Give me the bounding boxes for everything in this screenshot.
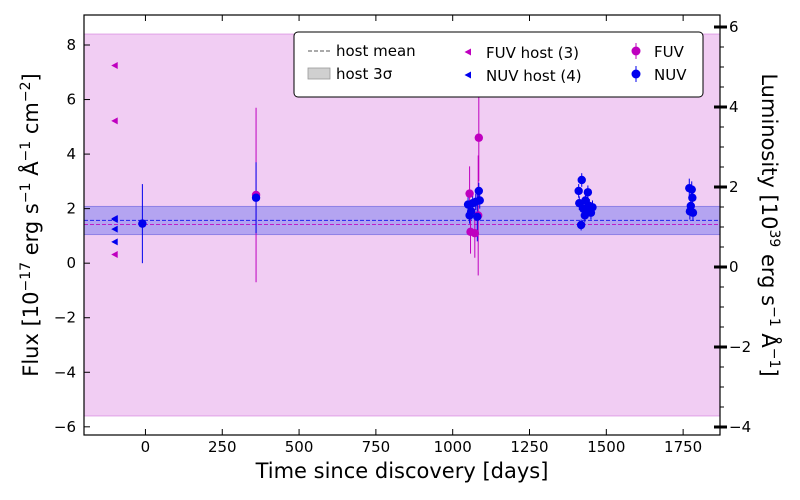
nuv-point-27 [688,208,698,217]
tick-labels: 0 250 500 750 1000 1250 1500 1750 −6 −4 −2 0 2 4 6 8 −4 −… [54,18,751,456]
nuv-host-point-2 [111,238,118,246]
legend: host mean host 3σ FUV host (3) NUV host … [293,31,704,98]
axis-label-part: cm [19,102,43,141]
host-points [111,61,118,258]
nuv-point-24 [686,201,696,211]
fuv-point-1 [465,189,474,198]
nuv-point-0 [138,219,147,228]
axis-label-part: Flux [10 [19,291,43,376]
legend-fuv-host-marker [464,48,471,56]
nuv-point-9 [475,196,484,205]
y-tick-label-0: 0 [66,254,76,272]
axis-label-part: −17 [18,262,34,292]
axis-ticks [84,15,727,435]
x-axis-label: Time since discovery [days] [255,459,549,483]
x-tick-label-1250: 1250 [510,438,548,456]
axis-label-part: −1 [18,141,34,162]
plot-frame [83,14,721,436]
y-tick-label-8: 8 [66,36,76,54]
y-tick-label--4: −4 [54,363,76,381]
axis-label-part: erg s [757,247,781,306]
axis-label-part: −1 [766,348,782,369]
host-bands [83,33,721,417]
y-right-tick-label-6: 6 [729,18,739,36]
x-tick-label-750: 750 [362,438,391,456]
axis-label-part: ] [757,368,781,376]
axis-label-part: 39 [766,229,782,247]
fuv-host-point-0 [111,61,118,69]
legend-nuv: NUV [654,66,687,84]
nuv-point-25 [687,185,696,194]
y-axis-label-left: Flux [10−17 erg s−1 Å−1 cm−2] [17,73,43,376]
nuv-point-4 [466,207,476,216]
y-right-tick-label--4: −4 [729,418,751,436]
y-right-tick-label-4: 4 [729,98,739,116]
axis-label-part: erg s [19,203,43,262]
nuv-host-point-1 [111,225,118,233]
legend-host-mean: host mean [336,42,416,60]
nuv-point-8 [474,186,484,196]
axis-label-part: ] [19,73,43,81]
axis-label-part: −1 [766,306,782,327]
legend-fuv-marker [631,46,641,56]
nuv-point-13 [577,175,586,185]
y-right-tick-label-0: 0 [729,258,739,276]
data-points [138,133,698,238]
legend-box [293,31,704,98]
axis-label-part: Å [757,327,783,349]
fuv-point-5 [474,133,484,142]
legend-fuv-host: FUV host (3) [486,44,579,62]
axis-label-part: Luminosity [10 [757,73,781,229]
legend-host-3sigma-swatch [307,67,331,80]
y-tick-label--2: −2 [54,309,76,327]
nuv-host-point-3 [111,216,118,224]
axis-label-part: Å [17,161,43,183]
axis-label-part: −1 [18,182,34,203]
nuv-point-26 [688,193,697,202]
x-tick-label-1500: 1500 [587,438,625,456]
y-tick-label-2: 2 [66,200,76,218]
x-tick-label-1000: 1000 [434,438,472,456]
y-tick-label-6: 6 [66,91,76,109]
host-mean-lines [84,219,720,225]
nuv-point-21 [588,203,597,212]
nuv-point-10 [574,186,583,196]
legend-fuv: FUV [654,43,685,61]
y-right-tick-label--2: −2 [729,338,751,356]
fuv-point-3 [470,228,480,238]
x-tick-label-250: 250 [208,438,237,456]
axis-label-part: −2 [18,81,34,102]
nuv-point-7 [473,212,482,222]
legend-nuv-host: NUV host (4) [486,67,582,85]
y-axis-label-right: Luminosity [1039 erg s−1 Å−1] [757,73,783,376]
y-tick-label-4: 4 [66,145,76,163]
fuv-host-point-2 [111,250,118,258]
legend-nuv-host-marker [464,71,471,79]
legend-nuv-marker [631,69,641,79]
y-right-tick-label-2: 2 [729,178,739,196]
nuv-point-1 [251,193,261,202]
nuv-point-18 [583,188,593,197]
y-tick-label--6: −6 [54,418,76,436]
fuv-host-point-1 [111,117,118,125]
x-tick-label-500: 500 [285,438,314,456]
legend-host-3sigma: host 3σ [336,65,393,83]
nuv-point-12 [576,220,586,230]
x-tick-label-0: 0 [141,438,151,456]
x-tick-label-1750: 1750 [664,438,702,456]
